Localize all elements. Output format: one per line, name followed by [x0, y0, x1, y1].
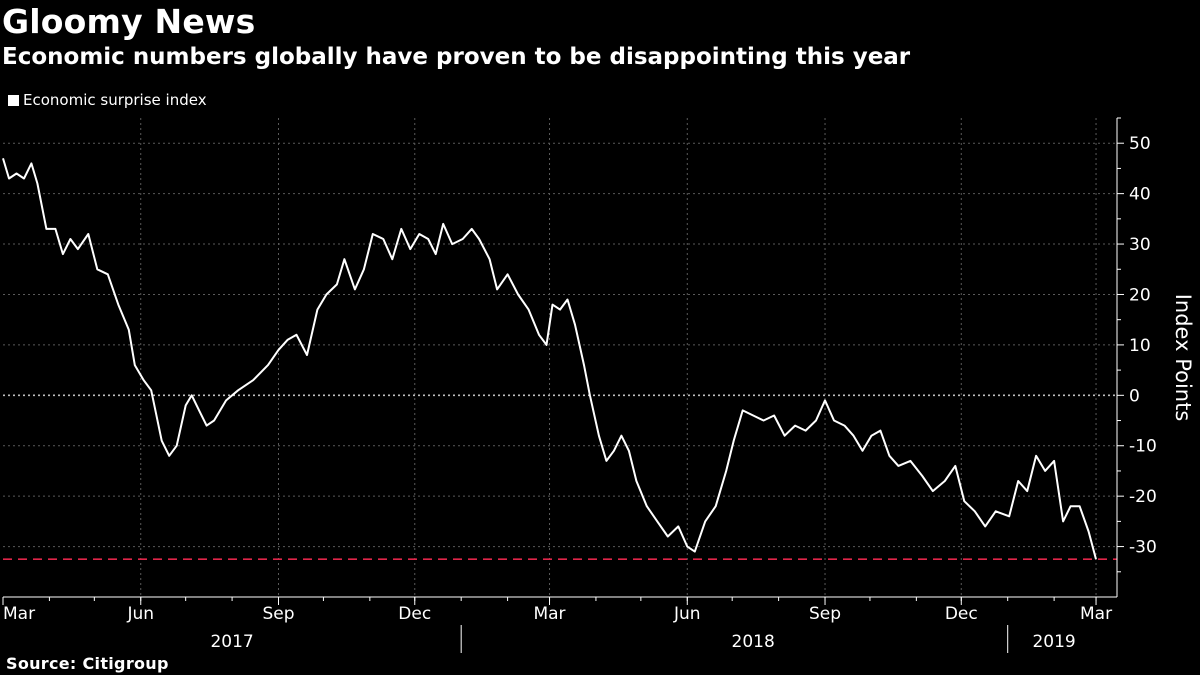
year-label: 2019	[1032, 632, 1075, 652]
y-tick-label: -30	[1129, 538, 1157, 558]
x-tick-label: Jun	[126, 604, 154, 624]
series-line	[2, 158, 1097, 560]
y-tick-label: 20	[1129, 285, 1151, 305]
x-tick-label: Jun	[673, 604, 701, 624]
legend-label: Economic surprise index	[23, 91, 207, 109]
y-tick-label: 0	[1129, 386, 1140, 406]
x-tick-label: Sep	[809, 604, 841, 624]
chart-subtitle: Economic numbers globally have proven to…	[2, 44, 911, 70]
x-tick-label: Mar	[533, 604, 565, 624]
y-tick-label: -20	[1129, 487, 1157, 507]
x-tick-label: Sep	[262, 604, 294, 624]
y-tick-label: 50	[1129, 134, 1151, 154]
x-tick-label: Mar	[1080, 604, 1112, 624]
x-tick-label: Dec	[945, 604, 978, 624]
year-label: 2017	[210, 632, 253, 652]
legend-swatch	[8, 94, 19, 106]
y-axis-title: Index Points	[1171, 294, 1195, 422]
y-tick-label: 30	[1129, 235, 1151, 255]
year-label: 2018	[732, 632, 775, 652]
chart-legend: Economic surprise index	[8, 91, 207, 109]
chart-title: Gloomy News	[2, 2, 256, 41]
y-tick-label: 40	[1129, 185, 1151, 205]
y-tick-label: 10	[1129, 336, 1151, 356]
x-tick-label: Dec	[398, 604, 431, 624]
x-tick-label: Mar	[3, 604, 35, 624]
y-tick-label: -10	[1129, 437, 1157, 457]
source-note: Source: Citigroup	[6, 654, 169, 673]
